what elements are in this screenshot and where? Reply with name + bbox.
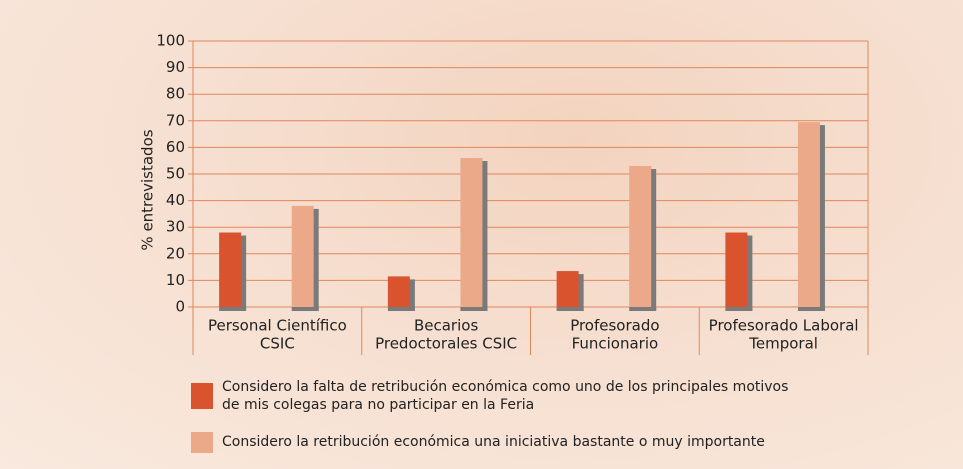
- y-axis-label: % entrevistados: [139, 129, 157, 250]
- x-tick-label: Profesorado: [570, 317, 659, 335]
- bar: [798, 122, 820, 307]
- x-tick-label: Funcionario: [572, 335, 659, 353]
- bar: [292, 206, 314, 307]
- x-tick-label: Temporal: [748, 335, 818, 353]
- y-tick-label: 20: [166, 244, 185, 262]
- bar-foot: [798, 307, 825, 311]
- legend-label: Considero la retribución económica una i…: [222, 433, 802, 451]
- y-tick-label: 10: [166, 271, 185, 289]
- y-tick-label: 90: [166, 58, 185, 76]
- legend-label: Considero la falta de retribución económ…: [222, 378, 802, 414]
- bar-foot: [219, 307, 246, 311]
- legend-swatch: [191, 383, 213, 409]
- y-tick-label: 30: [166, 218, 185, 236]
- bar: [725, 233, 747, 307]
- x-tick-label: Profesorado Laboral: [709, 317, 859, 335]
- y-tick-label: 0: [175, 298, 185, 316]
- bar: [388, 276, 410, 307]
- y-tick-label: 80: [166, 85, 185, 103]
- y-tick-label: 40: [166, 191, 185, 209]
- bar-foot: [725, 307, 752, 311]
- y-tick-label: 50: [166, 165, 185, 183]
- bar: [460, 158, 482, 307]
- bar-foot: [388, 307, 415, 311]
- bar-foot: [292, 307, 319, 311]
- y-tick-label: 70: [166, 111, 185, 129]
- x-tick-label: CSIC: [260, 335, 295, 353]
- x-tick-label: Becarios: [414, 317, 478, 335]
- bar-foot: [557, 307, 584, 311]
- bar: [629, 166, 651, 307]
- legend-swatch: [191, 432, 213, 453]
- page: % entrevistados 0 10 20 30 40 50 60 70 80 90 100 Pe…: [0, 0, 963, 469]
- bar-foot: [460, 307, 487, 311]
- bar-foot: [629, 307, 656, 311]
- x-tick-label: Personal Científico: [208, 317, 347, 335]
- y-tick-label: 60: [166, 138, 185, 156]
- bar: [557, 271, 579, 307]
- y-tick-label: 100: [156, 32, 185, 50]
- x-tick-label: Predoctorales CSIC: [375, 335, 517, 353]
- bar: [219, 233, 241, 307]
